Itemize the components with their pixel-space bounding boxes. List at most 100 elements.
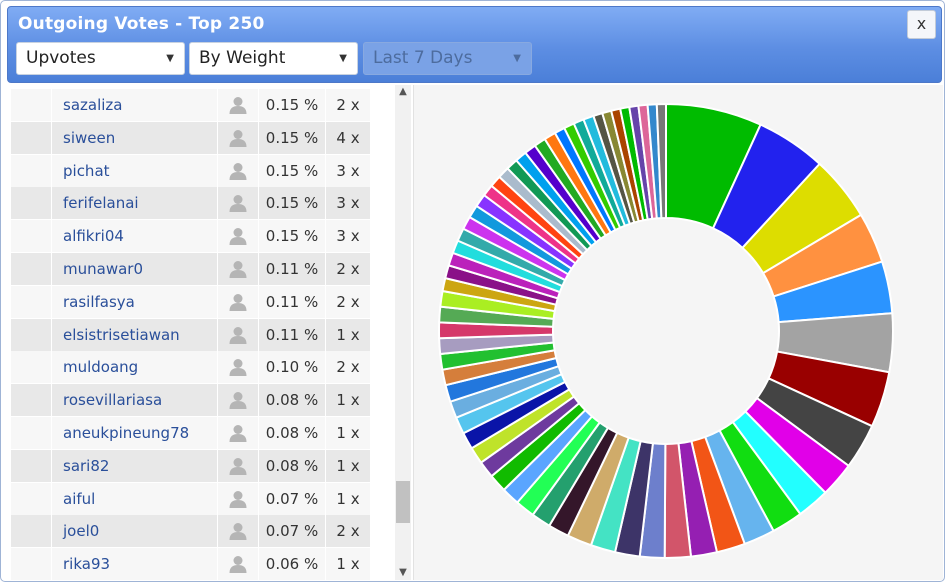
vote-percent: 0.10 % <box>265 358 319 377</box>
voter-name-cell: rosevillariasa <box>52 384 217 417</box>
vote-count: 1 x <box>336 555 360 574</box>
voter-name-cell: siween <box>52 121 217 154</box>
voter-name-link[interactable]: aiful <box>63 489 96 508</box>
close-button[interactable]: x <box>907 10 936 39</box>
avatar-cell <box>218 285 258 318</box>
vote-count-cell: 2 x <box>326 515 370 548</box>
table-row[interactable]: joel0 0.07 % 2 x <box>11 515 370 548</box>
voter-name-link[interactable]: sazaliza <box>63 96 123 114</box>
table-row[interactable]: sazaliza 0.15 % 2 x <box>11 89 370 122</box>
vote-percent-cell: 0.15 % <box>259 121 325 154</box>
table-row[interactable]: alfikri04 0.15 % 3 x <box>11 220 370 253</box>
donut-slice[interactable] <box>655 102 667 220</box>
table-row[interactable]: pichat 0.15 % 3 x <box>11 154 370 188</box>
vote-count-cell: 1 x <box>326 482 370 515</box>
donut-chart <box>438 102 894 560</box>
row-spacer <box>11 449 51 482</box>
vote-count: 3 x <box>336 161 360 180</box>
voter-name-link[interactable]: ferifelanai <box>63 194 139 213</box>
avatar-cell <box>218 89 258 121</box>
row-spacer <box>11 89 51 121</box>
vote-count-cell: 3 x <box>326 154 370 187</box>
chevron-down-icon[interactable]: ▼ <box>399 567 407 578</box>
vote-percent-cell: 0.11 % <box>259 285 325 318</box>
row-spacer <box>11 515 51 548</box>
vote-count-cell: 2 x <box>326 351 370 384</box>
triangle-down-icon: ▼ <box>339 53 347 64</box>
table-row[interactable]: rika93 0.06 % 1 x <box>11 548 370 580</box>
voter-name-cell: joel0 <box>52 515 217 548</box>
table-row[interactable]: rosevillariasa 0.08 % 1 x <box>11 384 370 417</box>
table-row[interactable]: aneukpineung78 0.08 % 1 x <box>11 417 370 450</box>
avatar-cell <box>218 351 258 384</box>
row-spacer <box>11 253 51 285</box>
avatar-cell <box>218 154 258 187</box>
avatar-cell <box>218 220 258 253</box>
vote-percent: 0.08 % <box>265 424 319 442</box>
chevron-up-icon[interactable]: ▲ <box>399 86 407 97</box>
voter-name-cell: pichat <box>52 154 217 187</box>
triangle-down-icon: ▼ <box>166 53 174 64</box>
voter-name-link[interactable]: sari82 <box>63 456 110 475</box>
voter-name-link[interactable]: rika93 <box>63 555 111 574</box>
vote-percent-cell: 0.08 % <box>259 384 325 417</box>
vote-percent-cell: 0.06 % <box>259 548 325 580</box>
avatar-cell <box>218 417 258 449</box>
vote-count-cell: 1 x <box>326 384 370 417</box>
vote-percent-cell: 0.11 % <box>259 253 325 285</box>
list-scrollbar[interactable]: ▲ ▼ <box>395 85 411 580</box>
table-row[interactable]: rasilfasya 0.11 % 2 x <box>11 285 370 319</box>
vote-count-cell: 3 x <box>326 187 370 220</box>
sort-value: By Weight <box>199 48 286 68</box>
vote-percent: 0.08 % <box>265 391 319 410</box>
voter-list: sazaliza 0.15 % 2 x siween 0.15 % 4 x pichat 0.… <box>11 88 370 580</box>
user-silhouette-icon <box>229 457 247 475</box>
vote-percent: 0.11 % <box>265 260 319 278</box>
voter-name-link[interactable]: munawar0 <box>63 260 143 278</box>
vote-percent: 0.15 % <box>265 227 319 246</box>
voter-name-link[interactable]: elsistrisetiawan <box>63 325 180 344</box>
avatar-cell <box>218 449 258 482</box>
voter-name-link[interactable]: pichat <box>63 161 110 180</box>
voter-name-link[interactable]: alfikri04 <box>63 227 124 246</box>
vote-count: 2 x <box>336 96 360 114</box>
table-row[interactable]: sari82 0.08 % 1 x <box>11 449 370 483</box>
avatar-cell <box>218 318 258 351</box>
row-spacer <box>11 154 51 187</box>
vote-percent: 0.15 % <box>265 161 319 180</box>
dialog-titlebar: Outgoing Votes - Top 250 x Upvotes ▼ By … <box>7 6 942 83</box>
avatar-cell <box>218 482 258 515</box>
vote-count: 1 x <box>336 325 360 344</box>
voter-name-link[interactable]: rosevillariasa <box>63 391 163 410</box>
voter-name-link[interactable]: joel0 <box>63 522 100 541</box>
table-row[interactable]: siween 0.15 % 4 x <box>11 121 370 155</box>
row-spacer <box>11 482 51 515</box>
avatar-cell <box>218 121 258 154</box>
vote-count: 2 x <box>336 260 360 278</box>
vote-percent: 0.15 % <box>265 128 319 147</box>
table-row[interactable]: elsistrisetiawan 0.11 % 1 x <box>11 318 370 352</box>
vote-type-select[interactable]: Upvotes ▼ <box>16 42 185 75</box>
user-silhouette-icon <box>229 293 247 311</box>
row-spacer <box>11 384 51 417</box>
voter-name-cell: muldoang <box>52 351 217 384</box>
voter-name-cell: munawar0 <box>52 253 217 285</box>
voter-name-cell: elsistrisetiawan <box>52 318 217 351</box>
vote-percent: 0.07 % <box>265 489 319 508</box>
voter-name-link[interactable]: aneukpineung78 <box>63 424 190 442</box>
table-row[interactable]: ferifelanai 0.15 % 3 x <box>11 187 370 220</box>
user-silhouette-icon <box>229 261 247 278</box>
table-row[interactable]: aiful 0.07 % 1 x <box>11 482 370 516</box>
table-row[interactable]: muldoang 0.10 % 2 x <box>11 351 370 384</box>
scrollbar-thumb[interactable] <box>396 481 410 523</box>
vote-count-cell: 1 x <box>326 548 370 580</box>
vote-percent: 0.07 % <box>265 522 319 541</box>
vote-percent: 0.15 % <box>265 194 319 213</box>
voter-name-link[interactable]: muldoang <box>63 358 139 377</box>
voter-name-link[interactable]: rasilfasya <box>63 292 135 311</box>
sort-select[interactable]: By Weight ▼ <box>189 42 358 75</box>
voter-name-link[interactable]: siween <box>63 128 116 147</box>
vote-count: 4 x <box>336 128 360 147</box>
table-row[interactable]: munawar0 0.11 % 2 x <box>11 253 370 286</box>
